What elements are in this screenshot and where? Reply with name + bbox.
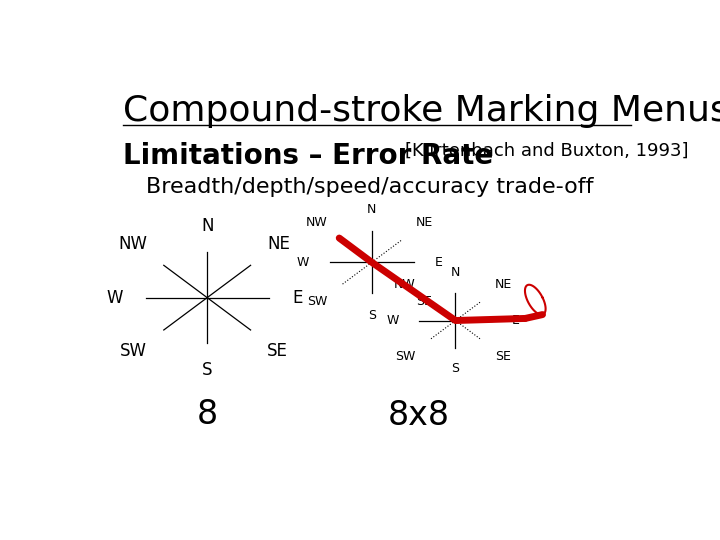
Text: N: N [451, 266, 460, 279]
Text: SE: SE [267, 342, 288, 360]
Text: NE: NE [416, 216, 433, 229]
Text: Breadth/depth/speed/accuracy trade-off: Breadth/depth/speed/accuracy trade-off [145, 177, 593, 197]
Text: SW: SW [307, 295, 328, 308]
Text: Compound-stroke Marking Menus: Compound-stroke Marking Menus [124, 94, 720, 128]
Text: S: S [368, 309, 376, 322]
Text: Limitations – Error Rate: Limitations – Error Rate [124, 141, 503, 170]
Text: N: N [367, 202, 377, 215]
Text: NE: NE [495, 278, 513, 291]
Text: NW: NW [306, 216, 328, 229]
Text: NW: NW [394, 278, 415, 291]
Text: 8: 8 [197, 399, 217, 431]
Text: SE: SE [495, 350, 511, 363]
Text: S: S [202, 361, 212, 379]
Text: E: E [512, 314, 520, 327]
Text: E: E [292, 289, 302, 307]
Text: S: S [451, 362, 459, 375]
Text: N: N [201, 217, 213, 234]
Text: NE: NE [267, 235, 290, 253]
Text: SW: SW [120, 342, 148, 360]
Text: SW: SW [395, 350, 415, 363]
Text: 8x8: 8x8 [388, 399, 450, 432]
Text: E: E [435, 256, 442, 269]
Text: W: W [106, 289, 122, 307]
Text: W: W [387, 314, 400, 327]
Text: W: W [297, 256, 309, 269]
Text: SE: SE [416, 295, 432, 308]
Text: NW: NW [118, 235, 148, 253]
Text: [Kurtenbach and Buxton, 1993]: [Kurtenbach and Buxton, 1993] [405, 141, 689, 160]
